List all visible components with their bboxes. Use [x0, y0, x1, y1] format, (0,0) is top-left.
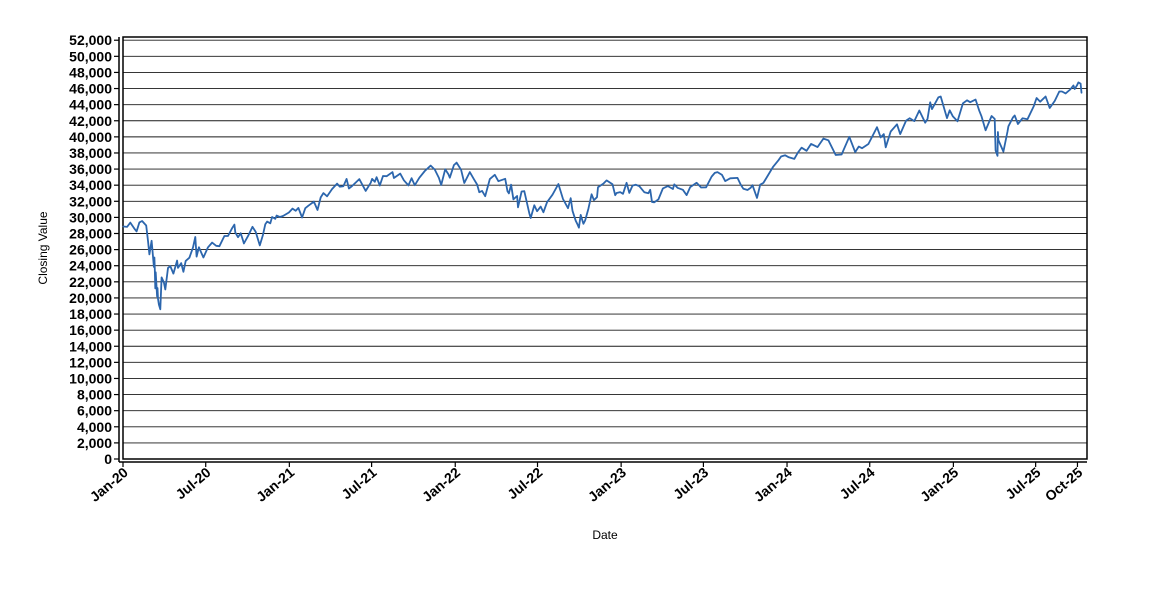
y-axis-title: Closing Value: [36, 211, 50, 284]
y-tick-label: 26,000: [69, 242, 112, 258]
x-tick-label: Oct-25: [1042, 464, 1086, 504]
x-tick-label: Jul-23: [670, 464, 711, 502]
x-tick-label: Jan-20: [87, 464, 131, 505]
x-axis-title: Date: [592, 528, 618, 542]
x-axis-ticks: Jan-20 Jul-20 Jan-21 Jul-21 Jan-22 Jul-22 Jan-…: [87, 462, 1086, 505]
y-tick-label: 2,000: [77, 435, 112, 451]
x-tick-label: Jul-24: [836, 464, 877, 502]
y-tick-label: 46,000: [69, 81, 112, 97]
x-tick-label: Jul-20: [172, 464, 213, 502]
y-tick-label: 14,000: [69, 338, 112, 354]
y-tick-label: 6,000: [77, 403, 112, 419]
y-tick-label: 10,000: [69, 370, 112, 386]
y-tick-label: 4,000: [77, 419, 112, 435]
y-tick-label: 12,000: [69, 354, 112, 370]
y-tick-label: 40,000: [69, 129, 112, 145]
series-line: [122, 81, 1083, 311]
y-tick-label: 20,000: [69, 290, 112, 306]
y-tick-label: 48,000: [69, 64, 112, 80]
x-tick-label: Jul-25: [1002, 464, 1043, 502]
x-tick-label: Jul-22: [504, 464, 545, 502]
y-tick-label: 16,000: [69, 322, 112, 338]
y-tick-label: 34,000: [69, 177, 112, 193]
x-tick-label: Jan-23: [585, 464, 629, 505]
y-tick-label: 38,000: [69, 145, 112, 161]
y-axis-ticks: 02,0004,0006,0008,00010,00012,00014,0001…: [69, 32, 119, 467]
y-tick-label: 30,000: [69, 209, 112, 225]
x-tick-label: Jan-24: [751, 464, 795, 505]
x-tick-label: Jul-21: [338, 464, 379, 502]
y-tick-label: 22,000: [69, 274, 112, 290]
y-tick-label: 24,000: [69, 258, 112, 274]
y-tick-label: 44,000: [69, 97, 112, 113]
y-tick-label: 32,000: [69, 193, 112, 209]
y-tick-label: 28,000: [69, 226, 112, 242]
y-tick-label: 42,000: [69, 113, 112, 129]
x-tick-label: Jan-25: [917, 464, 961, 505]
y-tick-label: 52,000: [69, 32, 112, 48]
y-tick-label: 50,000: [69, 48, 112, 64]
plot-frame: [122, 36, 1088, 460]
y-tick-label: 36,000: [69, 161, 112, 177]
y-tick-label: 8,000: [77, 387, 112, 403]
x-tick-label: Jan-22: [419, 464, 463, 505]
y-tick-label: 0: [104, 451, 112, 467]
y-tick-label: 18,000: [69, 306, 112, 322]
x-tick-label: Jan-21: [253, 464, 297, 505]
